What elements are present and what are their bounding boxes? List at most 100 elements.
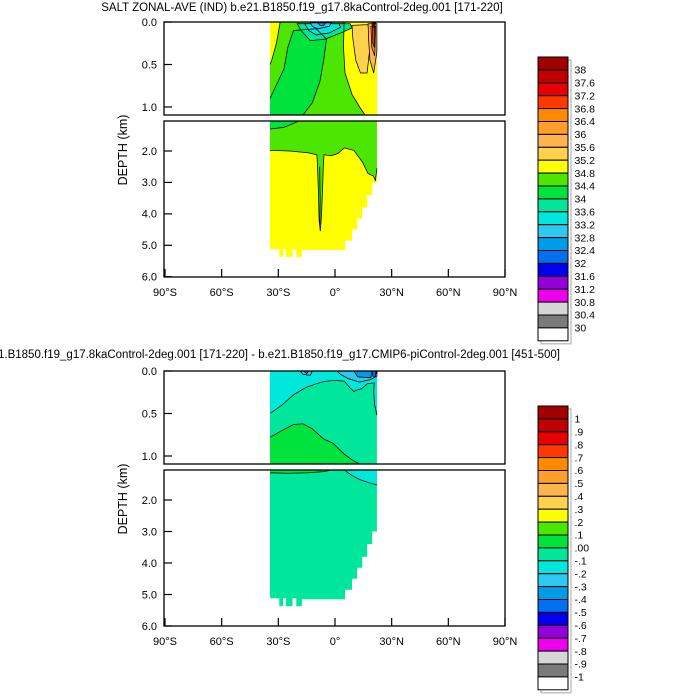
colorbar: 1.9.8.7.6.5.4.3.2.1.00-.1-.2-.3-.4-.5-.6… <box>537 405 590 694</box>
latitude-tick-label: 30°S <box>266 636 290 648</box>
filled-contour-region <box>371 370 377 378</box>
colorbar-box <box>537 650 569 665</box>
filled-contour-region <box>270 121 377 257</box>
latitude-tick-label: 90°N <box>493 287 518 299</box>
filled-contour-region <box>317 22 327 26</box>
contour-line <box>269 28 327 116</box>
colorbar-label: 35.6 <box>575 142 596 154</box>
filled-contour-region <box>270 22 281 65</box>
colorbar-box <box>537 198 569 213</box>
colorbar-box <box>537 159 569 174</box>
colorbar-label: 36.4 <box>575 116 596 128</box>
colorbar-label: 38 <box>575 65 587 77</box>
colorbar-box <box>537 586 569 600</box>
colorbar-box <box>537 637 569 652</box>
contour-regions <box>269 21 378 257</box>
bottom-plot: 0.0 0.5 1.0 2.0 3.0 4.0 5.0 6.0 DEPTH (km) 90°S 60… <box>116 366 590 694</box>
colorbar-label: 1 <box>575 414 581 426</box>
colorbar-box <box>537 573 569 588</box>
colorbar-label: -.9 <box>575 659 587 671</box>
latitude-axis: 90°S 60°S 30°S 0° 30°N 60°N 90°N <box>153 618 517 648</box>
colorbar-box <box>537 172 569 187</box>
depth-tick-label: 3.0 <box>142 177 157 189</box>
colorbar-box <box>537 508 569 523</box>
colorbar-box <box>537 444 569 459</box>
colorbar-label: 35.2 <box>575 155 596 167</box>
depth-tick-label: 4.0 <box>142 558 157 570</box>
depth-tick-label: 1.0 <box>142 451 157 463</box>
colorbar-label: -.1 <box>575 556 587 568</box>
colorbar-box <box>537 69 569 84</box>
colorbar-label: .7 <box>575 452 584 464</box>
latitude-tick-label: 0° <box>330 636 341 648</box>
colorbar-label: -.2 <box>575 568 587 580</box>
colorbar-label: 34.4 <box>575 181 596 193</box>
colorbar-label: .9 <box>575 427 584 439</box>
colorbar-box <box>537 327 569 342</box>
depth-tick-label: 6.0 <box>142 621 157 633</box>
latitude-tick-label: 0° <box>330 287 341 299</box>
colorbar-box <box>537 405 569 420</box>
colorbar-box <box>537 314 569 329</box>
colorbar-box <box>537 534 569 549</box>
colorbar-label: -.5 <box>575 607 587 619</box>
colorbar-label: -1 <box>575 672 584 684</box>
colorbar-label: 37.6 <box>575 78 596 90</box>
colorbar-label: 32 <box>575 258 587 270</box>
colorbar-label: 36.8 <box>575 103 596 115</box>
contour-line <box>269 147 378 232</box>
latitude-tick-label: 90°N <box>493 636 518 648</box>
colorbar-box <box>537 418 569 433</box>
colorbar-box <box>537 82 569 97</box>
depth-axis: 0.0 0.5 1.0 2.0 3.0 4.0 5.0 6.0 DEPTH (km) <box>116 17 172 284</box>
filled-contour-region <box>270 121 300 129</box>
latitude-tick-label: 90°S <box>153 287 177 299</box>
colorbar-box <box>537 495 569 510</box>
colorbar-box <box>537 133 569 148</box>
colorbar-box <box>537 56 569 71</box>
filled-contour-region <box>270 28 327 115</box>
colorbar-label: 34.8 <box>575 168 596 180</box>
panel-frame <box>163 21 506 116</box>
filled-contour-region <box>270 470 377 607</box>
colorbar-box <box>537 624 569 639</box>
filled-contour-region <box>270 371 377 416</box>
colorbar-box <box>537 121 569 135</box>
colorbar-label: 30 <box>575 323 587 335</box>
colorbar-label: .6 <box>575 465 584 477</box>
bottom-plot-title: 1.B1850.f19_g17.8kaControl-2deg.001 [171… <box>0 349 560 361</box>
filled-contour-region <box>345 470 377 485</box>
contour-line <box>269 469 332 474</box>
depth-axis-title: DEPTH (km) <box>116 115 130 186</box>
depth-tick-label: 5.0 <box>142 240 157 252</box>
colorbar-label: 32.8 <box>575 232 596 244</box>
depth-tick-label: 0.5 <box>142 59 157 71</box>
contour-regions <box>269 370 378 607</box>
colorbar-label: 31.2 <box>575 284 596 296</box>
colorbar-label: 31.6 <box>575 271 596 283</box>
panel-frame <box>163 370 506 465</box>
depth-tick-label: 2.0 <box>142 146 157 158</box>
colorbar-box <box>537 599 569 613</box>
colorbar-label: 33.2 <box>575 219 596 231</box>
colorbar-box <box>537 470 569 484</box>
top-plot: 0.0 0.5 1.0 2.0 3.0 4.0 5.0 6.0 DEPTH (km) 90°S 60… <box>116 17 596 345</box>
colorbar-label: -.4 <box>575 594 587 606</box>
colorbar-box <box>537 288 569 303</box>
depth-tick-label: 2.0 <box>142 495 157 507</box>
colorbar-label: .8 <box>575 439 584 451</box>
latitude-tick-label: 30°N <box>379 287 404 299</box>
contour-line <box>344 469 378 486</box>
filled-contour-region <box>309 22 332 30</box>
colorbar-box <box>537 301 569 316</box>
latitude-tick-label: 30°N <box>379 636 404 648</box>
colorbar-box <box>537 95 569 110</box>
colorbar-box <box>537 250 569 264</box>
contour-line <box>269 423 361 465</box>
depth-tick-label: 0.5 <box>142 408 157 420</box>
colorbar-label: -.8 <box>575 646 587 658</box>
colorbar-label: .00 <box>575 543 590 555</box>
colorbar-label: -.7 <box>575 633 587 645</box>
